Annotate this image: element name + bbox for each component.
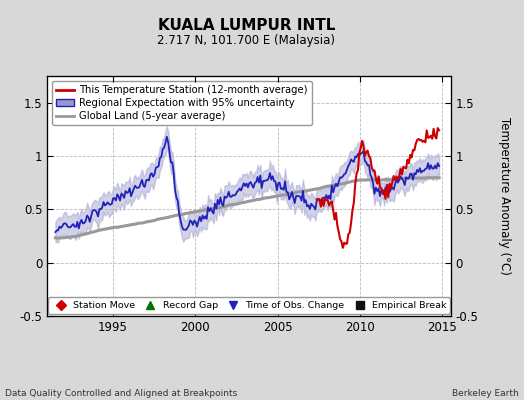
Text: Data Quality Controlled and Aligned at Breakpoints: Data Quality Controlled and Aligned at B… — [5, 389, 237, 398]
Text: 2.717 N, 101.700 E (Malaysia): 2.717 N, 101.700 E (Malaysia) — [157, 34, 335, 47]
Y-axis label: Temperature Anomaly (°C): Temperature Anomaly (°C) — [498, 117, 511, 275]
Legend: Station Move, Record Gap, Time of Obs. Change, Empirical Break: Station Move, Record Gap, Time of Obs. C… — [48, 297, 450, 314]
Text: Berkeley Earth: Berkeley Earth — [452, 389, 519, 398]
Text: KUALA LUMPUR INTL: KUALA LUMPUR INTL — [158, 18, 335, 33]
